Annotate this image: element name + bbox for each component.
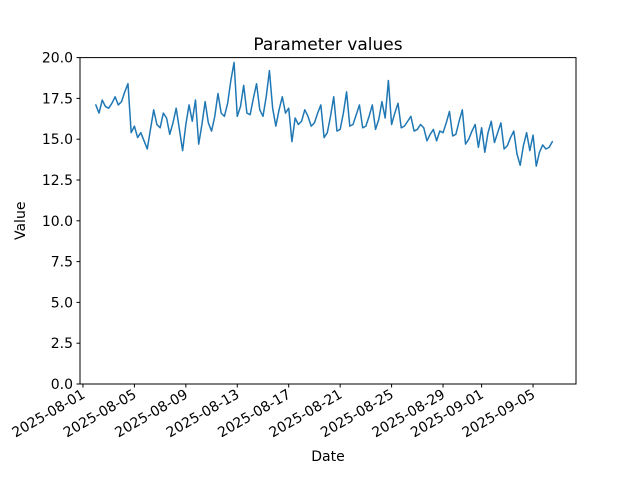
y-tick-label: 12.5 bbox=[42, 173, 73, 189]
y-tick-label: 7.5 bbox=[51, 255, 73, 271]
data-line bbox=[95, 61, 554, 167]
y-tick-label: 2.5 bbox=[51, 336, 73, 352]
y-axis-ticks: 0.0 2.5 5.0 7.5 10.0 12.5 15.0 17.5 20.0 bbox=[42, 51, 80, 393]
y-tick-label: 10.0 bbox=[42, 214, 73, 230]
y-tick-label: 5.0 bbox=[51, 295, 73, 311]
x-axis-ticks: 2025-08-012025-08-052025-08-092025-08-13… bbox=[9, 384, 538, 441]
y-axis-label: Value bbox=[13, 202, 29, 240]
y-tick-label: 20.0 bbox=[42, 51, 73, 67]
chart-title: Parameter values bbox=[253, 35, 402, 55]
y-tick-label: 15.0 bbox=[42, 132, 73, 148]
y-tick-label: 0.0 bbox=[51, 377, 73, 393]
y-tick-label: 17.5 bbox=[42, 91, 73, 107]
plot-border bbox=[79, 57, 577, 385]
x-axis-label: Date bbox=[311, 449, 344, 465]
